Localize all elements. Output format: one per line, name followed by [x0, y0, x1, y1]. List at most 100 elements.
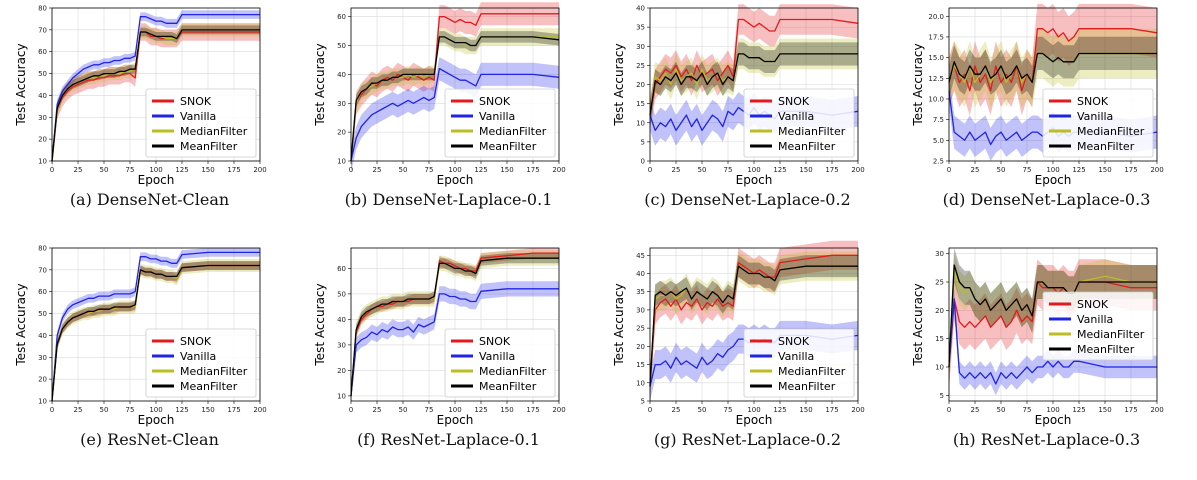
- y-tick-label: 15: [935, 335, 944, 343]
- chart-svg-d: 0 25 50 75 100 125 150 175 200 2.5 5.0 7.5 10.0 12.5 1…: [911, 3, 1164, 187]
- legend-label-vanilla: Vanilla: [778, 110, 814, 123]
- legend-label-meanfilter: MeanFilter: [1077, 343, 1135, 356]
- y-tick-label: 10: [38, 158, 47, 166]
- chart-svg-f: 0 25 50 75 100 125 150 175 200 10 20 30 40 50 60 Epoch T…: [313, 247, 566, 427]
- legend-label-snok: SNOK: [479, 335, 511, 348]
- legend-label-snok: SNOK: [479, 95, 511, 108]
- x-tick-label: 75: [1023, 406, 1032, 414]
- x-tick-label: 25: [672, 406, 681, 414]
- x-tick-label: 200: [851, 406, 864, 414]
- y-tick-label: 30: [636, 43, 645, 51]
- x-tick-label: 25: [373, 406, 382, 414]
- series-band-vanilla: [351, 281, 559, 404]
- x-axis-label: Epoch: [437, 413, 474, 427]
- series-line-meanfilter: [51, 29, 260, 162]
- x-tick-label: 50: [698, 406, 707, 414]
- x-tick-label: 100: [747, 166, 760, 174]
- x-tick-label: 100: [1046, 166, 1059, 174]
- x-tick-label: 125: [474, 166, 487, 174]
- legend-label-medianfilter: MedianFilter: [1077, 125, 1145, 138]
- x-tick-label: 50: [399, 166, 408, 174]
- x-tick-label: 75: [425, 406, 434, 414]
- x-tick-label: 175: [227, 406, 240, 414]
- y-tick-label: 20: [337, 367, 346, 375]
- legend-label-vanilla: Vanilla: [180, 350, 216, 363]
- x-tick-label: 100: [448, 406, 461, 414]
- chart-panel-a: 0 25 50 75 100 125 150 175 200 10 20 30 40 50 60 70 80 Ep…: [0, 0, 299, 240]
- chart-svg-g: 0 25 50 75 100 125 150 175 200 5 10 15 20 25 30 35 40 45 E…: [612, 240, 865, 427]
- series-band-snok: [52, 23, 260, 170]
- legend-box: [1042, 291, 1154, 361]
- chart-panel-d: 0 25 50 75 100 125 150 175 200 2.5 5.0 7.5 10.0 12.5 1…: [897, 0, 1196, 240]
- x-tick-label: 25: [373, 166, 382, 174]
- x-axis-label: Epoch: [437, 173, 474, 187]
- y-tick-label: 40: [636, 270, 645, 278]
- y-tick-label: 30: [38, 354, 47, 362]
- y-axis-label: Test Accuracy: [14, 283, 28, 366]
- x-tick-label: 175: [825, 166, 838, 174]
- x-tick-label: 200: [851, 166, 864, 174]
- series-band-snok: [949, 3, 1157, 116]
- x-tick-label: 175: [1124, 166, 1137, 174]
- x-tick-label: 175: [825, 406, 838, 414]
- x-tick-label: 175: [526, 166, 539, 174]
- y-tick-label: 45: [636, 252, 645, 260]
- legend-label-vanilla: Vanilla: [778, 350, 814, 363]
- chart-svg-c: 0 25 50 75 100 125 150 175 200 0 5 10 15 20 25 30 35 40 Ep…: [612, 4, 865, 187]
- y-tick-label: 0: [641, 158, 645, 166]
- y-tick-label: 25: [636, 62, 645, 70]
- axis-ticks: 0 25 50 75 100 125 150 175 200 5 10 15 20 25 30: [935, 250, 1164, 414]
- x-tick-label: 50: [100, 406, 109, 414]
- x-tick-label: 25: [971, 166, 980, 174]
- x-tick-label: 75: [425, 166, 434, 174]
- legend-label-meanfilter: MeanFilter: [180, 380, 238, 393]
- axis-ticks: 0 25 50 75 100 125 150 175 200 5 10 15 20 25 30 35 40 45: [636, 252, 865, 414]
- y-tick-label: 15: [636, 100, 645, 108]
- axis-ticks: 0 25 50 75 100 125 150 175 200 0 5 10 15 20 25 30 35 40: [636, 5, 865, 175]
- series-group: [350, 248, 559, 404]
- legend-box: [743, 88, 855, 158]
- y-tick-label: 10: [636, 119, 645, 127]
- x-tick-label: 175: [1124, 406, 1137, 414]
- legend: SNOK Vanilla MedianFilter MeanFilter: [743, 88, 855, 158]
- y-tick-label: 10: [38, 398, 47, 406]
- axis-ticks: 0 25 50 75 100 125 150 175 200 10 20 30 40 50 60 70 80: [38, 245, 267, 415]
- y-tick-label: 20.0: [928, 13, 944, 21]
- x-tick-label: 50: [698, 166, 707, 174]
- y-tick-label: 25: [636, 325, 645, 333]
- panel-caption: (c) DenseNet-Laplace-0.2: [644, 190, 851, 209]
- x-tick-label: 125: [1072, 166, 1085, 174]
- series-line-vanilla: [350, 288, 559, 396]
- x-tick-label: 150: [1098, 406, 1111, 414]
- x-axis-label: Epoch: [1035, 413, 1072, 427]
- y-tick-label: 20: [38, 136, 47, 144]
- chart-panel-g: 0 25 50 75 100 125 150 175 200 5 10 15 20 25 30 35 40 45 E…: [598, 240, 897, 480]
- legend-label-snok: SNOK: [778, 335, 810, 348]
- series-line-vanilla: [51, 251, 260, 402]
- axis-ticks: 0 25 50 75 100 125 150 175 200 2.5 5.0 7.5 10.0 12.5 1…: [928, 13, 1163, 174]
- legend-label-vanilla: Vanilla: [180, 110, 216, 123]
- x-tick-label: 25: [672, 166, 681, 174]
- x-tick-label: 200: [253, 166, 266, 174]
- x-tick-label: 125: [1072, 406, 1085, 414]
- x-tick-label: 50: [399, 406, 408, 414]
- series-band-medianfilter: [650, 251, 858, 401]
- x-tick-label: 200: [1150, 406, 1163, 414]
- series-band-vanilla: [351, 57, 559, 173]
- legend-label-medianfilter: MedianFilter: [479, 125, 547, 138]
- series-line-snok: [649, 254, 858, 387]
- series-line-meanfilter: [649, 265, 858, 387]
- y-tick-label: 80: [38, 5, 47, 13]
- y-tick-label: 70: [38, 26, 47, 34]
- panel-caption: (g) ResNet-Laplace-0.2: [653, 430, 842, 449]
- y-axis-label: Test Accuracy: [911, 43, 925, 126]
- panel-caption: (d) DenseNet-Laplace-0.3: [942, 190, 1151, 209]
- chart-panel-b: 0 25 50 75 100 125 150 175 200 10 20 30 40 50 60 Epoch T…: [299, 0, 598, 240]
- chart-panel-f: 0 25 50 75 100 125 150 175 200 10 20 30 40 50 60 Epoch T…: [299, 240, 598, 480]
- y-axis-label: Test Accuracy: [911, 283, 925, 366]
- axis-ticks: 0 25 50 75 100 125 150 175 200 10 20 30 40 50 60: [337, 13, 566, 174]
- y-tick-label: 30: [636, 306, 645, 314]
- legend-label-medianfilter: MedianFilter: [778, 365, 846, 378]
- legend-label-medianfilter: MedianFilter: [479, 365, 547, 378]
- y-tick-label: 60: [337, 13, 346, 21]
